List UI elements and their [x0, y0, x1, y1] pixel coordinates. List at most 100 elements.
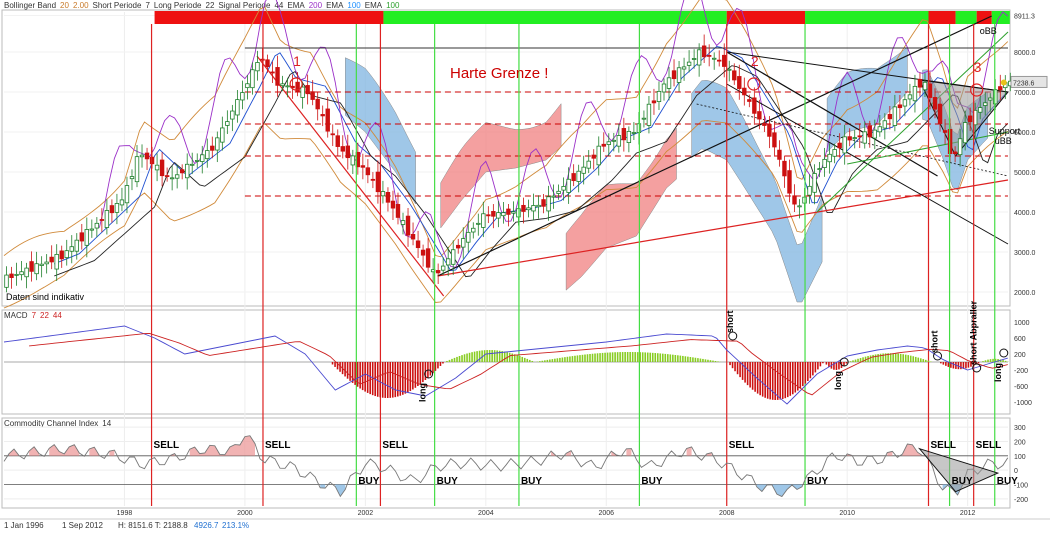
macd-histogram-bar: [943, 362, 945, 365]
macd-histogram-bar: [594, 354, 596, 362]
macd-histogram-bar: [905, 355, 907, 362]
macd-histogram-bar: [474, 352, 476, 362]
macd-histogram-bar: [464, 354, 466, 362]
macd-histogram-bar: [617, 352, 619, 362]
candle-body: [401, 221, 405, 225]
macd-histogram-bar: [559, 358, 561, 362]
candle-body: [617, 136, 621, 147]
macd-histogram-bar: [435, 362, 437, 371]
candle-body: [411, 234, 415, 239]
main-legend-item: Bollinger Band: [4, 1, 56, 10]
candle-body: [386, 192, 390, 202]
macd-histogram-bar: [572, 356, 574, 362]
candle-body: [180, 170, 184, 173]
macd-histogram-bar: [569, 356, 571, 362]
candle-body: [75, 240, 79, 251]
range-start: 1 Jan 1996: [4, 521, 44, 530]
macd-histogram-bar: [812, 362, 814, 375]
macd-histogram-bar: [420, 362, 422, 384]
candle-body: [988, 98, 992, 100]
macd-histogram-bar: [407, 362, 409, 392]
macd-histogram-bar: [451, 359, 453, 362]
long-label: long: [993, 363, 1003, 382]
main-legend-item: EMA: [365, 1, 383, 10]
trend-segment: [992, 11, 1010, 24]
cci-legend-item: 14: [102, 419, 111, 428]
macd-histogram-bar: [715, 361, 717, 362]
candle-body: [848, 137, 852, 140]
macd-histogram-bar: [592, 354, 594, 362]
change-absolute: 4926.7: [194, 521, 219, 530]
candle-body: [140, 155, 144, 157]
macd-histogram-bar: [577, 355, 579, 362]
short-label: short: [725, 310, 735, 333]
current-price-dot: [1001, 79, 1007, 85]
x-tick-label: 1998: [117, 510, 133, 517]
macd-histogram-bar: [364, 362, 366, 392]
trend-segment: [805, 11, 928, 24]
candle-body: [793, 196, 797, 204]
macd-histogram-bar: [382, 362, 384, 398]
macd-histogram-bar: [442, 362, 444, 363]
candle-body: [512, 212, 516, 213]
macd-histogram-bar: [612, 352, 614, 362]
candle-body: [722, 55, 726, 66]
macd-histogram-bar: [925, 360, 927, 362]
macd-histogram-bar: [734, 362, 736, 371]
cci-tick-label: 300: [1014, 425, 1026, 432]
candle-body: [175, 175, 179, 178]
macd-histogram-bar: [649, 353, 651, 362]
candle-body: [256, 62, 260, 70]
price-tick-label: 2000.0: [1014, 290, 1036, 297]
macd-histogram-bar: [521, 357, 523, 362]
macd-histogram-bar: [584, 355, 586, 362]
macd-histogram-bar: [417, 362, 419, 386]
macd-histogram-bar: [496, 350, 498, 362]
wave-number: 2: [751, 53, 759, 69]
macd-histogram-bar: [877, 354, 879, 362]
candle-body: [652, 101, 656, 103]
candle-body: [632, 132, 636, 133]
candle-body: [622, 128, 626, 139]
candle-body: [923, 82, 927, 89]
candle-body: [135, 157, 139, 182]
long-label: long: [418, 383, 428, 402]
macd-histogram-bar: [782, 362, 784, 399]
candle-body: [5, 275, 9, 287]
x-tick-label: 2012: [960, 510, 976, 517]
candle-body: [371, 179, 375, 180]
macd-histogram-bar: [440, 362, 442, 366]
candle-body: [978, 108, 982, 113]
macd-histogram-bar: [544, 360, 546, 362]
candle-body: [692, 58, 696, 59]
candle-body: [998, 87, 1002, 90]
macd-histogram-bar: [695, 358, 697, 362]
macd-histogram-bar: [456, 357, 458, 362]
macd-histogram-bar: [680, 356, 682, 362]
candle-body: [346, 146, 350, 158]
ubb-label: uBB: [995, 136, 1012, 146]
macd-histogram-bar: [642, 352, 644, 362]
macd-histogram-bar: [494, 350, 496, 362]
candle-body: [65, 251, 69, 258]
candle-body: [828, 154, 832, 161]
price-tick-label: 8000.0: [1014, 50, 1036, 57]
price-tick-label: 5000.0: [1014, 170, 1036, 177]
signal-label-sell: SELL: [154, 440, 180, 451]
candle-body: [878, 127, 882, 132]
candle-body: [231, 111, 235, 119]
candle-body: [808, 186, 812, 195]
candle-body: [858, 136, 862, 137]
candle-body: [461, 239, 465, 248]
macd-histogram-bar: [639, 352, 641, 362]
macd-histogram-bar: [846, 362, 848, 364]
macd-histogram-bar: [965, 362, 967, 368]
signal-label-buy: BUY: [521, 476, 542, 487]
macd-histogram-bar: [700, 359, 702, 362]
main-legend-item: 200: [309, 1, 323, 10]
long-label: long: [833, 371, 843, 390]
macd-histogram-bar: [820, 362, 822, 366]
macd-histogram-bar: [744, 362, 746, 383]
macd-histogram-bar: [471, 352, 473, 362]
